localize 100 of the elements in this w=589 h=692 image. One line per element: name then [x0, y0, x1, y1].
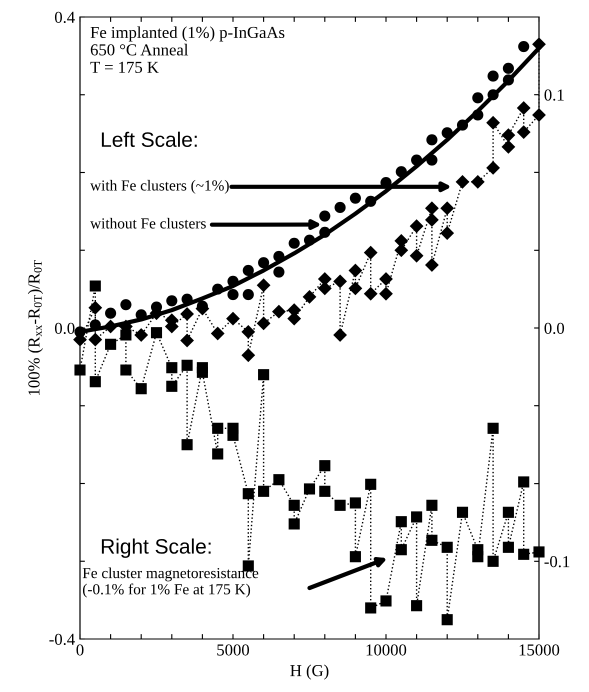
- point: [379, 287, 393, 300]
- point: [350, 497, 361, 509]
- point: [288, 518, 300, 530]
- point: [394, 244, 408, 257]
- point: [288, 500, 300, 511]
- point: [426, 154, 438, 166]
- point: [273, 474, 284, 486]
- point: [90, 280, 101, 292]
- point: [518, 40, 530, 52]
- point: [396, 544, 407, 556]
- point: [258, 486, 270, 497]
- point: [304, 483, 316, 495]
- point: [88, 333, 102, 346]
- point: [304, 234, 316, 246]
- point: [105, 338, 116, 350]
- point: [166, 362, 178, 374]
- point: [488, 70, 499, 82]
- x-tick-label: 10000: [366, 644, 406, 656]
- point: [426, 534, 438, 546]
- point: [136, 383, 147, 394]
- point: [456, 175, 470, 188]
- point: [319, 460, 330, 472]
- point: [517, 125, 530, 139]
- point: [334, 274, 347, 288]
- point: [488, 422, 499, 434]
- point: [472, 109, 484, 121]
- point: [442, 542, 453, 553]
- point: [425, 258, 438, 272]
- point: [318, 282, 332, 295]
- point: [456, 120, 468, 131]
- y-tick-label: -0.4: [49, 634, 75, 646]
- point: [410, 220, 424, 233]
- point: [471, 175, 484, 188]
- point: [365, 602, 376, 614]
- point: [396, 166, 407, 178]
- point: [242, 325, 255, 338]
- point: [120, 299, 132, 310]
- point: [134, 328, 148, 342]
- point: [227, 430, 239, 441]
- point: [350, 192, 361, 204]
- point: [426, 134, 438, 146]
- point: [288, 312, 301, 326]
- point: [518, 548, 530, 560]
- point: [319, 486, 330, 497]
- point: [365, 478, 376, 490]
- point: [242, 264, 254, 276]
- point: [182, 439, 193, 450]
- point: [242, 289, 254, 300]
- point: [364, 246, 378, 260]
- x-tick-label: 0: [76, 644, 84, 656]
- point: [182, 360, 193, 371]
- point: [518, 476, 530, 488]
- point: [442, 614, 453, 626]
- point: [532, 38, 546, 51]
- point: [379, 272, 393, 286]
- point: [440, 202, 454, 215]
- point: [273, 266, 284, 278]
- point: [120, 329, 132, 341]
- point: [258, 369, 270, 380]
- point: [212, 448, 224, 460]
- point: [226, 312, 240, 326]
- annotation: with Fe clusters (~1%): [90, 180, 229, 194]
- x-tick-label: 5000: [217, 644, 250, 656]
- point: [273, 250, 284, 262]
- point: [227, 289, 239, 300]
- point: [410, 249, 424, 262]
- point: [486, 116, 500, 130]
- point: [426, 500, 438, 511]
- y2-tick-label: 0.1: [544, 89, 564, 101]
- point: [166, 295, 178, 306]
- annotation: Fe cluster magnetoresistance (-0.1% for 1% Fe at 175 K): [82, 567, 258, 598]
- point: [180, 307, 194, 321]
- annotation: Fe implanted (1%) p-InGaAs 650 °C Anneal T = 175 K: [90, 26, 284, 73]
- point: [411, 600, 422, 612]
- y-axis-title: 100% (R$_{xx}$-R$_{0T}$)/R$_{0T}$: [28, 260, 43, 395]
- point: [319, 226, 330, 238]
- point: [425, 202, 438, 215]
- point: [425, 213, 438, 227]
- point: [150, 327, 162, 338]
- point: [411, 154, 422, 166]
- annotation: without Fe clusters: [90, 218, 206, 229]
- point: [442, 127, 453, 138]
- point: [502, 128, 515, 142]
- y-tick-label: 0.4: [54, 12, 75, 24]
- point: [212, 422, 224, 434]
- point: [348, 264, 362, 278]
- point: [486, 161, 500, 174]
- point: [364, 287, 378, 300]
- point: [196, 366, 208, 378]
- point: [350, 551, 361, 562]
- point: [502, 506, 514, 518]
- point: [182, 294, 193, 305]
- point: [242, 348, 255, 362]
- point: [365, 196, 376, 207]
- point: [258, 257, 270, 268]
- point: [334, 202, 346, 214]
- point: [212, 284, 224, 295]
- y2-tick-label: -0.1: [544, 556, 570, 568]
- point: [502, 74, 514, 86]
- point: [318, 272, 332, 286]
